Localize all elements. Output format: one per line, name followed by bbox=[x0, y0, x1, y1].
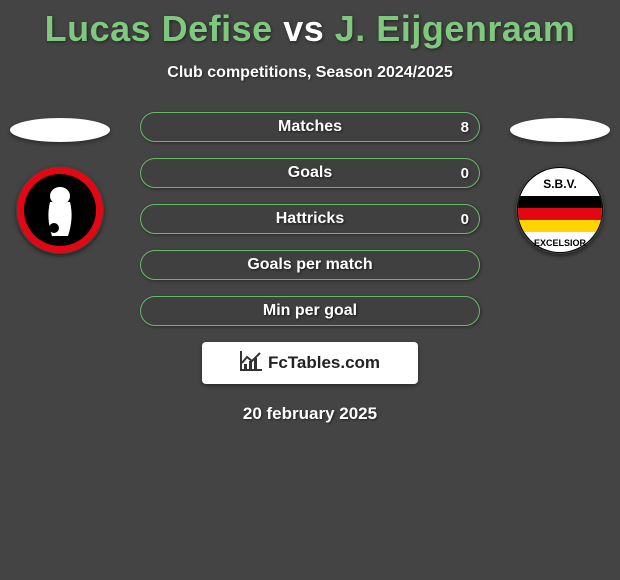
brand-box[interactable]: FcTables.com bbox=[202, 342, 418, 384]
page-title: Lucas Defise vs J. Eijgenraam bbox=[0, 0, 620, 50]
layout: S.B.V. EXCELSIOR Matches 8 Goals 0 Hattricks 0… bbox=[0, 112, 620, 424]
stat-row: Goals per match bbox=[140, 250, 480, 280]
title-player2: J. Eijgenraam bbox=[335, 8, 576, 49]
club-logo-right: S.B.V. EXCELSIOR bbox=[516, 166, 604, 254]
stats-column: Matches 8 Goals 0 Hattricks 0 Goals per match M… bbox=[140, 112, 480, 326]
side-left bbox=[0, 112, 120, 254]
player2-photo-placeholder bbox=[510, 118, 610, 142]
title-player1: Lucas Defise bbox=[45, 8, 273, 49]
stat-value-right: 0 bbox=[461, 165, 469, 182]
club-logo-left bbox=[16, 166, 104, 254]
subtitle: Club competitions, Season 2024/2025 bbox=[0, 64, 620, 82]
stat-label: Min per goal bbox=[263, 302, 357, 320]
stat-label: Goals bbox=[288, 164, 332, 182]
svg-text:EXCELSIOR: EXCELSIOR bbox=[534, 238, 587, 248]
stat-row: Hattricks 0 bbox=[140, 204, 480, 234]
svg-text:S.B.V.: S.B.V. bbox=[543, 177, 577, 191]
stat-label: Hattricks bbox=[276, 210, 344, 228]
title-vs: vs bbox=[283, 8, 324, 49]
date: 20 february 2025 bbox=[0, 404, 620, 424]
stat-value-right: 8 bbox=[461, 119, 469, 136]
stat-label: Matches bbox=[278, 118, 342, 136]
comparison-card: Lucas Defise vs J. Eijgenraam Club compe… bbox=[0, 0, 620, 580]
stat-row: Min per goal bbox=[140, 296, 480, 326]
stat-row: Goals 0 bbox=[140, 158, 480, 188]
brand-text: FcTables.com bbox=[268, 353, 380, 373]
stat-label: Goals per match bbox=[247, 256, 372, 274]
side-right: S.B.V. EXCELSIOR bbox=[500, 112, 620, 254]
stat-row: Matches 8 bbox=[140, 112, 480, 142]
stat-value-right: 0 bbox=[461, 211, 469, 228]
chart-icon bbox=[240, 351, 262, 376]
player1-photo-placeholder bbox=[10, 118, 110, 142]
